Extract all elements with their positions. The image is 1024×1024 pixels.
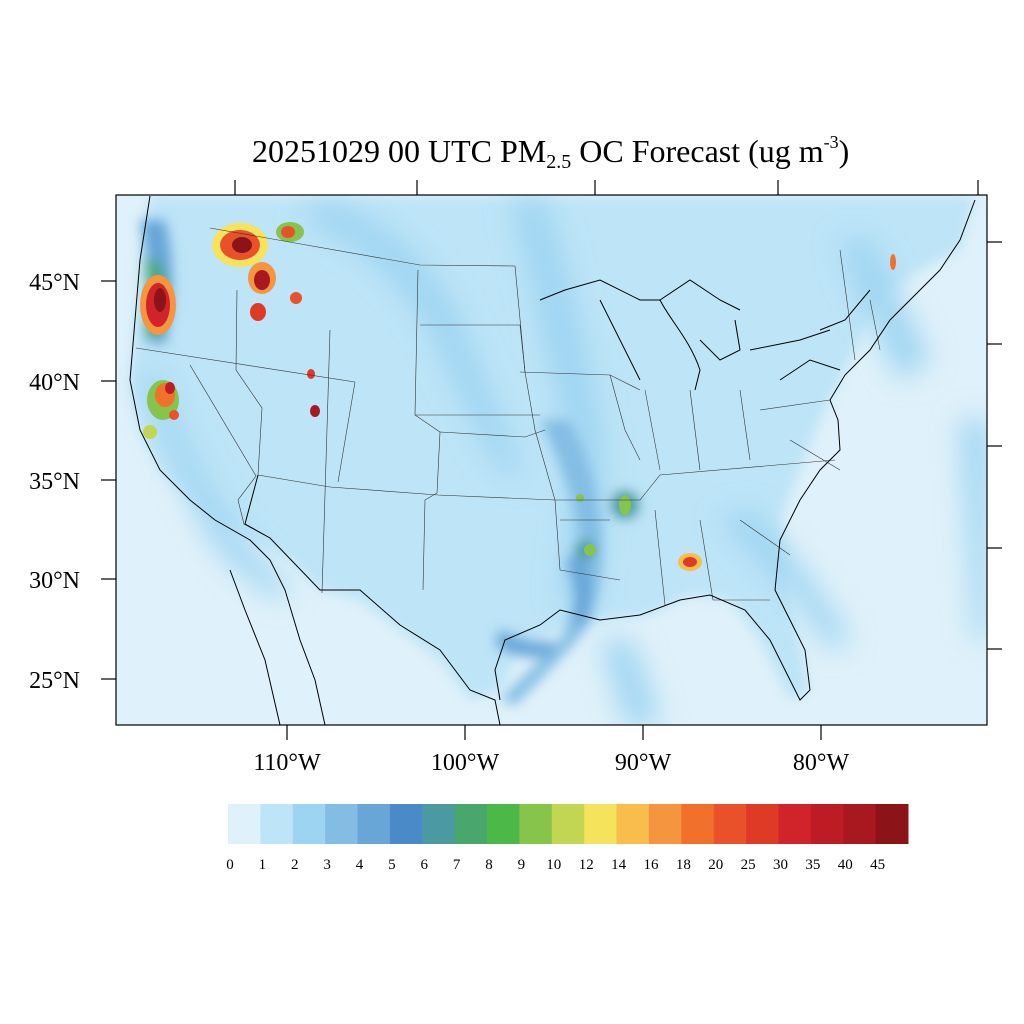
colorbar-swatch <box>681 804 715 844</box>
colorbar-swatch <box>519 804 553 844</box>
lat-label: 35°N <box>29 469 80 495</box>
hotspot-utah <box>310 405 320 417</box>
lon-label: 80°W <box>793 750 850 776</box>
colorbar-label: 8 <box>485 857 493 873</box>
colorbar-label: 30 <box>773 857 788 873</box>
colorbar-swatch <box>487 804 520 844</box>
axis-ticks <box>101 180 1002 740</box>
colorbar-swatch <box>584 804 618 844</box>
lat-label: 40°N <box>29 370 80 396</box>
colorbar-swatch <box>746 804 779 844</box>
colorbar-swatch <box>875 804 909 844</box>
colorbar-swatch <box>389 804 423 844</box>
lon-label: 100°W <box>431 750 500 776</box>
colorbar-label: 5 <box>388 857 396 873</box>
colorbar-label: 2 <box>291 857 299 873</box>
lat-label: 25°N <box>29 668 80 694</box>
colorbar-label: 0 <box>226 857 234 873</box>
colorbar-label: 18 <box>676 857 691 873</box>
colorbar-swatch <box>260 804 294 844</box>
colorbar-label: 6 <box>421 857 429 873</box>
coastlines <box>129 195 976 725</box>
chart-title: 20251029 00 UTC PM2.5 OC Forecast (ug m-… <box>252 132 850 173</box>
colorbar-swatch <box>616 804 650 844</box>
colorbar-swatch <box>778 804 812 844</box>
fire-hotspots <box>140 222 896 571</box>
colorbar-swatch <box>422 804 456 844</box>
colorbar-label: 25 <box>741 857 756 873</box>
land-field <box>130 196 975 700</box>
colorbar-swatch <box>551 804 585 844</box>
colorbar-label: 3 <box>323 857 331 873</box>
colorbar-label: 16 <box>643 857 659 873</box>
hotspot-mississippi <box>619 495 631 515</box>
colorbar-label: 10 <box>546 857 561 873</box>
colorbar-swatch <box>648 804 682 844</box>
colorbar-label: 1 <box>259 857 267 873</box>
colorbar <box>228 804 909 844</box>
colorbar-swatch <box>228 804 261 844</box>
colorbar-swatch <box>713 804 747 844</box>
colorbar-labels: 0 1 2 3 4 5 6 7 8 9 10 12 14 16 18 20 25 30 35 40 45 <box>226 857 885 873</box>
colorbar-label: 20 <box>708 857 723 873</box>
colorbar-swatch <box>292 804 326 844</box>
colorbar-label: 40 <box>838 857 853 873</box>
colorbar-swatch <box>810 804 844 844</box>
lon-label: 110°W <box>253 750 321 776</box>
colorbar-label: 7 <box>453 857 461 873</box>
colorbar-label: 35 <box>805 857 820 873</box>
colorbar-label: 9 <box>518 857 526 873</box>
lon-label: 90°W <box>615 750 672 776</box>
colorbar-label: 12 <box>579 857 594 873</box>
lat-label: 30°N <box>29 568 80 594</box>
colorbar-label: 4 <box>356 857 364 873</box>
colorbar-swatch <box>325 804 359 844</box>
colorbar-swatch <box>357 804 391 844</box>
colorbar-label: 45 <box>870 857 885 873</box>
map-frame <box>115 194 988 726</box>
lat-label: 45°N <box>29 270 80 296</box>
colorbar-label: 14 <box>611 857 627 873</box>
colorbar-swatch <box>843 804 877 844</box>
colorbar-swatch <box>454 804 488 844</box>
